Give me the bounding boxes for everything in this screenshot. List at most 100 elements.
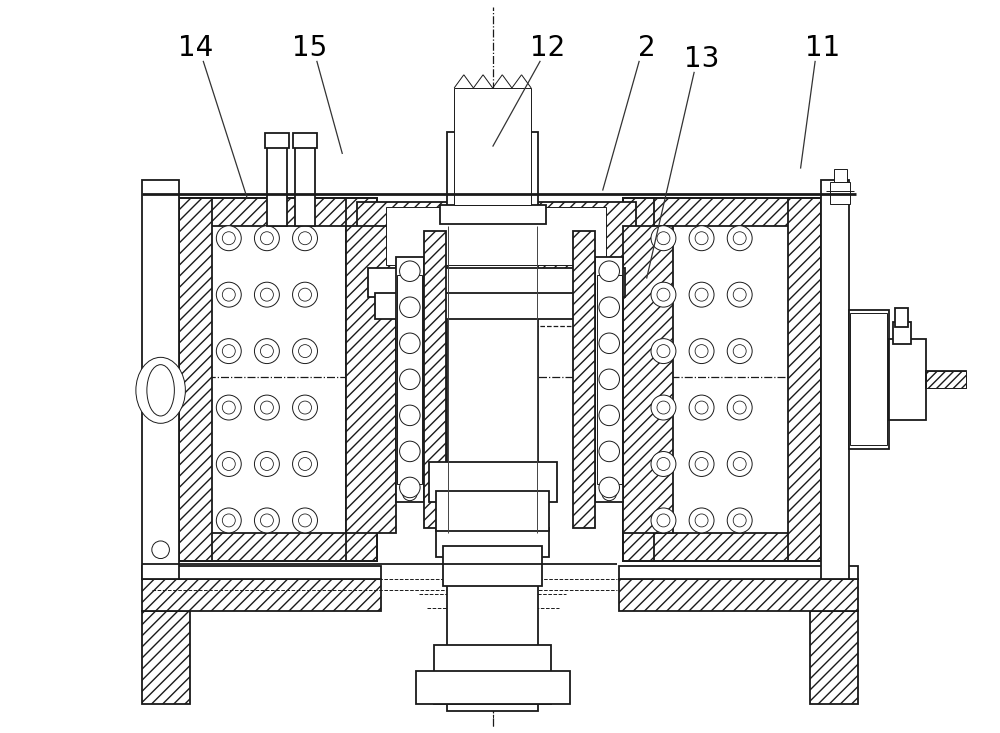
Bar — [179, 198, 212, 561]
Circle shape — [651, 226, 676, 251]
Circle shape — [695, 345, 708, 358]
Bar — [179, 198, 377, 226]
Circle shape — [689, 339, 714, 364]
Circle shape — [293, 452, 317, 476]
Bar — [368, 268, 625, 297]
Circle shape — [657, 288, 670, 301]
Bar — [447, 517, 538, 711]
Bar — [810, 611, 858, 704]
Bar — [424, 231, 446, 528]
Circle shape — [216, 452, 241, 476]
Circle shape — [400, 297, 420, 317]
Circle shape — [733, 345, 746, 358]
Circle shape — [254, 282, 279, 307]
Circle shape — [599, 441, 619, 462]
Circle shape — [293, 508, 317, 533]
Circle shape — [733, 457, 746, 471]
Circle shape — [260, 514, 273, 527]
Circle shape — [695, 288, 708, 301]
Circle shape — [733, 288, 746, 301]
Circle shape — [254, 508, 279, 533]
Circle shape — [299, 514, 312, 527]
Bar — [926, 371, 966, 388]
Circle shape — [689, 226, 714, 251]
Circle shape — [727, 339, 752, 364]
Bar — [447, 132, 538, 528]
Circle shape — [222, 401, 235, 414]
Bar — [834, 169, 847, 182]
Bar — [397, 275, 422, 484]
Circle shape — [695, 514, 708, 527]
Text: 15: 15 — [292, 34, 327, 62]
Bar — [623, 198, 821, 226]
Text: 14: 14 — [178, 34, 213, 62]
Circle shape — [299, 288, 312, 301]
Bar — [265, 133, 289, 148]
Bar — [788, 198, 821, 561]
Circle shape — [260, 345, 273, 358]
Circle shape — [599, 405, 619, 426]
Circle shape — [689, 508, 714, 533]
Circle shape — [657, 457, 670, 471]
Circle shape — [733, 514, 746, 527]
Circle shape — [400, 477, 420, 498]
Bar — [443, 546, 542, 586]
Circle shape — [727, 282, 752, 307]
Circle shape — [216, 282, 241, 307]
Bar — [346, 198, 377, 561]
Circle shape — [651, 395, 676, 420]
Bar — [926, 371, 966, 388]
Circle shape — [965, 367, 989, 391]
Circle shape — [651, 339, 676, 364]
Circle shape — [293, 339, 317, 364]
Bar — [623, 533, 821, 561]
Circle shape — [599, 297, 619, 317]
Circle shape — [254, 339, 279, 364]
Circle shape — [657, 232, 670, 245]
Bar — [429, 462, 557, 502]
Circle shape — [651, 282, 676, 307]
Circle shape — [727, 395, 752, 420]
Text: 13: 13 — [684, 45, 719, 73]
Circle shape — [727, 226, 752, 251]
Bar — [623, 226, 673, 533]
Bar — [179, 533, 377, 561]
Bar — [623, 198, 654, 561]
Circle shape — [222, 345, 235, 358]
Bar — [830, 182, 850, 204]
Circle shape — [299, 457, 312, 471]
Circle shape — [299, 232, 312, 245]
Circle shape — [727, 452, 752, 476]
Circle shape — [400, 261, 420, 281]
Bar — [619, 566, 858, 579]
Circle shape — [400, 441, 420, 462]
Circle shape — [733, 401, 746, 414]
Circle shape — [216, 226, 241, 251]
Circle shape — [152, 541, 169, 559]
Bar — [573, 231, 595, 528]
Bar — [346, 226, 396, 533]
Circle shape — [651, 508, 676, 533]
Bar — [893, 323, 911, 345]
Circle shape — [689, 282, 714, 307]
Bar — [454, 88, 531, 205]
Text: 2: 2 — [638, 34, 655, 62]
Bar — [416, 671, 570, 704]
Bar — [434, 645, 551, 704]
Circle shape — [657, 514, 670, 527]
Circle shape — [403, 486, 417, 501]
Circle shape — [733, 232, 746, 245]
Circle shape — [254, 452, 279, 476]
Bar — [440, 205, 546, 224]
Bar — [595, 257, 623, 502]
Circle shape — [689, 395, 714, 420]
Circle shape — [651, 452, 676, 476]
Bar — [386, 207, 606, 265]
Bar — [849, 310, 889, 449]
Bar — [623, 198, 821, 561]
Bar — [142, 611, 190, 704]
Circle shape — [599, 369, 619, 390]
Ellipse shape — [147, 365, 174, 416]
Circle shape — [216, 508, 241, 533]
Circle shape — [293, 226, 317, 251]
